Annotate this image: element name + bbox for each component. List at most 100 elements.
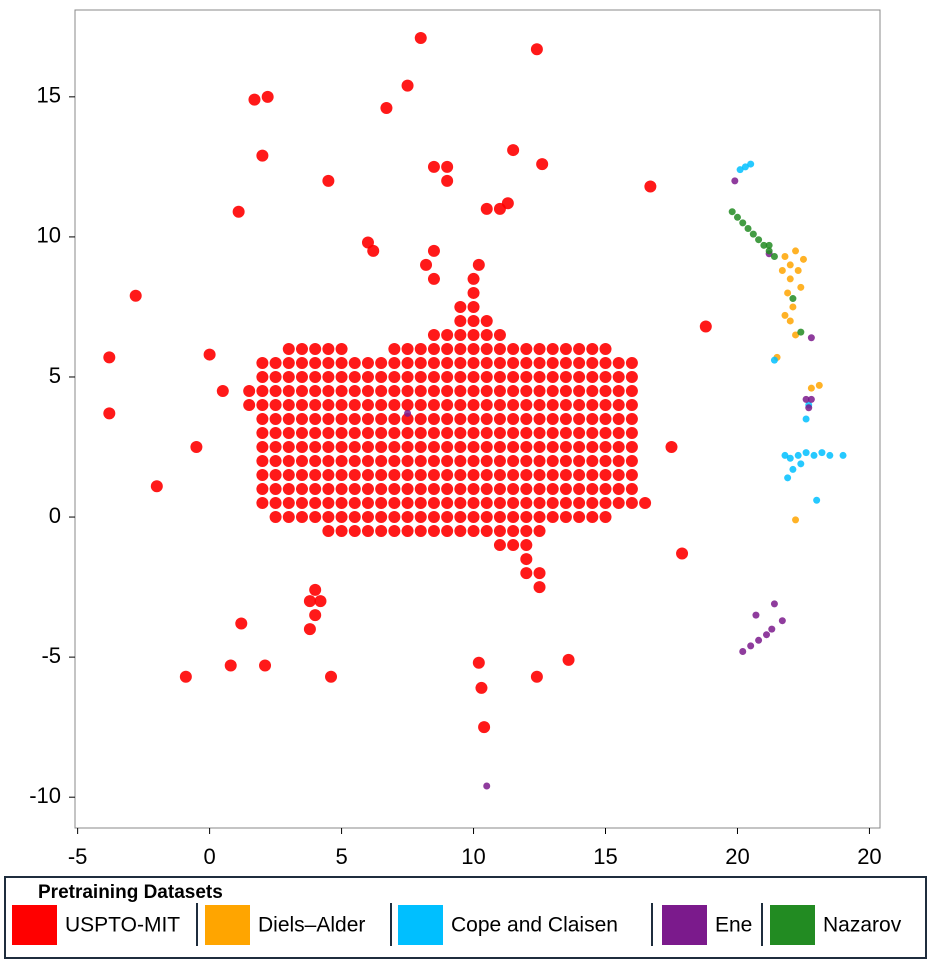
- point: [480, 314, 493, 327]
- point: [427, 370, 440, 383]
- point: [375, 469, 388, 482]
- point: [749, 230, 757, 238]
- point: [335, 413, 348, 425]
- point: [546, 441, 559, 454]
- point: [559, 441, 572, 454]
- point: [480, 469, 493, 482]
- series-4: [728, 208, 805, 336]
- point: [797, 328, 805, 336]
- point: [269, 370, 282, 383]
- point: [480, 525, 493, 538]
- point: [441, 356, 454, 369]
- point: [533, 384, 546, 397]
- point: [303, 595, 316, 608]
- point: [335, 469, 348, 482]
- point: [739, 219, 747, 227]
- point: [480, 483, 493, 496]
- point: [441, 160, 454, 173]
- point: [467, 328, 480, 341]
- point: [361, 384, 374, 397]
- y-tick-label: 10: [37, 223, 61, 248]
- point: [322, 384, 335, 397]
- point: [625, 427, 638, 440]
- point: [625, 441, 638, 454]
- point: [586, 483, 599, 496]
- point: [520, 497, 533, 510]
- point: [441, 328, 454, 341]
- point: [599, 455, 612, 468]
- point: [467, 483, 480, 496]
- point: [480, 202, 493, 215]
- point: [454, 314, 467, 327]
- point: [454, 441, 467, 454]
- point: [781, 311, 789, 319]
- point: [786, 454, 794, 462]
- point: [752, 611, 760, 619]
- point: [295, 483, 308, 496]
- y-tick-label: 15: [37, 83, 61, 108]
- point: [348, 356, 361, 369]
- point: [520, 525, 533, 538]
- point: [546, 370, 559, 383]
- point: [699, 320, 712, 333]
- point: [335, 427, 348, 440]
- point: [586, 469, 599, 482]
- point: [507, 427, 520, 440]
- point: [520, 567, 533, 580]
- point: [269, 483, 282, 496]
- point: [335, 483, 348, 496]
- point: [348, 469, 361, 482]
- point: [361, 455, 374, 468]
- point: [282, 483, 295, 496]
- point: [480, 497, 493, 510]
- point: [546, 413, 559, 425]
- point: [414, 370, 427, 383]
- point: [269, 511, 282, 524]
- point: [295, 342, 308, 355]
- point: [295, 370, 308, 383]
- point: [760, 241, 768, 249]
- point: [839, 451, 847, 459]
- point: [103, 407, 116, 420]
- point: [612, 370, 625, 383]
- point: [388, 413, 401, 425]
- point: [269, 413, 282, 425]
- point: [335, 455, 348, 468]
- point: [559, 497, 572, 510]
- point: [815, 381, 823, 389]
- legend-label: Nazarov: [823, 914, 902, 937]
- point: [770, 356, 778, 364]
- point: [375, 398, 388, 411]
- point: [414, 413, 427, 425]
- point: [348, 384, 361, 397]
- point: [388, 483, 401, 496]
- point: [625, 370, 638, 383]
- point: [770, 600, 778, 608]
- point: [375, 511, 388, 524]
- point: [309, 497, 322, 510]
- point: [546, 455, 559, 468]
- point: [427, 244, 440, 257]
- point: [414, 384, 427, 397]
- point: [322, 511, 335, 524]
- point: [388, 342, 401, 355]
- point: [256, 427, 269, 440]
- point: [427, 483, 440, 496]
- point: [530, 43, 543, 56]
- point: [454, 483, 467, 496]
- point: [388, 356, 401, 369]
- point: [203, 348, 216, 361]
- point: [388, 525, 401, 538]
- point: [420, 258, 433, 271]
- point: [586, 342, 599, 355]
- point: [314, 595, 327, 608]
- point: [414, 497, 427, 510]
- point: [599, 469, 612, 482]
- point: [507, 539, 520, 552]
- point: [467, 272, 480, 285]
- legend-swatch: [770, 905, 815, 945]
- point: [348, 413, 361, 425]
- point: [625, 455, 638, 468]
- point: [401, 525, 414, 538]
- point: [731, 177, 739, 185]
